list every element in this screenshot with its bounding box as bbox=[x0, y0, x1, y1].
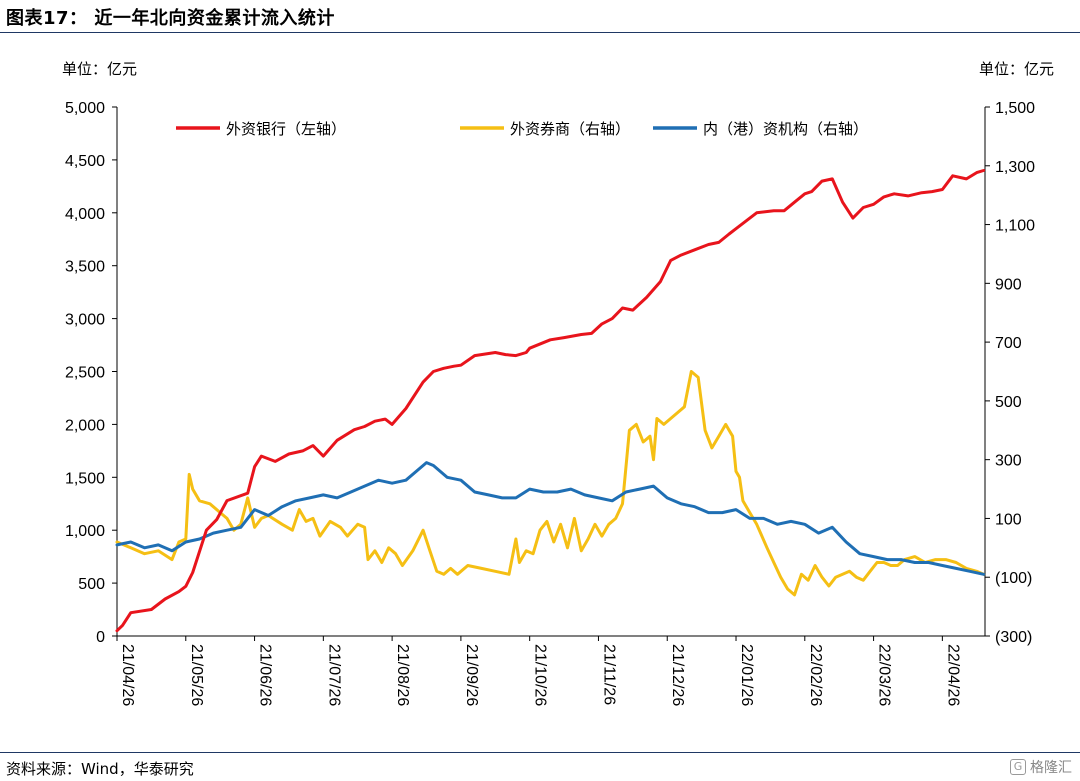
y-right-tick-label: 700 bbox=[995, 335, 1022, 352]
y-left-tick-label: 5,000 bbox=[65, 100, 105, 117]
y-right-tick-label: 900 bbox=[995, 276, 1022, 293]
x-tick-label: 21/11/26 bbox=[600, 644, 617, 705]
y-right-tick-label: 1,500 bbox=[995, 100, 1035, 117]
y-left-tick-label: 500 bbox=[78, 576, 105, 593]
y-left-tick-label: 2,000 bbox=[65, 417, 105, 434]
x-tick-label: 22/02/26 bbox=[807, 644, 824, 706]
title-divider bbox=[0, 32, 1080, 33]
legend-label-broker: 外资券商（右轴） bbox=[510, 120, 630, 138]
source-note: 资料来源：Wind，华泰研究 bbox=[6, 760, 194, 778]
y-right-tick-label: (300) bbox=[995, 629, 1032, 646]
y-left-tick-label: 1,500 bbox=[65, 470, 105, 487]
y-left-tick-label: 3,500 bbox=[65, 259, 105, 276]
x-tick-label: 22/01/26 bbox=[738, 644, 755, 706]
legend-label-inst: 内（港）资机构（右轴） bbox=[703, 120, 868, 138]
x-tick-label: 22/04/26 bbox=[944, 644, 961, 706]
chart-legend: 外资银行（左轴） 外资券商（右轴） 内（港）资机构（右轴） bbox=[176, 120, 868, 138]
x-tick-label: 21/10/26 bbox=[532, 644, 549, 706]
y-right-tick-label: 100 bbox=[995, 511, 1022, 528]
y-right-tick-label: 1,100 bbox=[995, 218, 1035, 235]
legend-label-bank: 外资银行（左轴） bbox=[226, 120, 346, 138]
y-left-tick-label: 4,000 bbox=[65, 206, 105, 223]
x-tick-label: 22/03/26 bbox=[876, 644, 893, 706]
right-unit-label: 单位：亿元 bbox=[978, 60, 1054, 78]
chart-title: 图表17： 近一年北向资金累计流入统计 bbox=[6, 8, 335, 29]
series-line-inst bbox=[115, 461, 986, 576]
y-left-tick-label: 3,000 bbox=[65, 312, 105, 329]
series-line-broker bbox=[115, 370, 986, 597]
watermark: G 格隆汇 bbox=[972, 755, 1072, 779]
chart-axes: 0 500 1,000 1,500 2,000 2,500 3,000 3,500 4,000 4… bbox=[65, 100, 1035, 706]
y-left-tick-label: 2,500 bbox=[65, 365, 105, 382]
x-tick-label: 21/09/26 bbox=[463, 644, 480, 706]
x-tick-label: 21/12/26 bbox=[669, 644, 686, 706]
series-line-bank bbox=[115, 169, 986, 633]
y-right-tick-label: (100) bbox=[995, 570, 1032, 587]
x-tick-label: 21/05/26 bbox=[188, 644, 205, 706]
x-tick-label: 21/07/26 bbox=[325, 644, 342, 706]
y-right-tick-label: 1,300 bbox=[995, 159, 1035, 176]
chart-lines bbox=[115, 169, 986, 633]
x-tick-label: 21/04/26 bbox=[119, 644, 136, 706]
y-left-tick-label: 1,000 bbox=[65, 523, 105, 540]
y-left-tick-label: 0 bbox=[96, 629, 105, 646]
left-unit-label: 单位：亿元 bbox=[62, 60, 138, 78]
x-tick-label: 21/08/26 bbox=[394, 644, 411, 706]
y-right-tick-label: 300 bbox=[995, 453, 1022, 470]
footer-divider bbox=[0, 752, 1080, 753]
watermark-logo-icon: G bbox=[1010, 759, 1026, 775]
y-left-tick-label: 4,500 bbox=[65, 153, 105, 170]
watermark-text: 格隆汇 bbox=[1030, 760, 1072, 776]
y-right-tick-label: 500 bbox=[995, 394, 1022, 411]
x-tick-label: 21/06/26 bbox=[257, 644, 274, 706]
